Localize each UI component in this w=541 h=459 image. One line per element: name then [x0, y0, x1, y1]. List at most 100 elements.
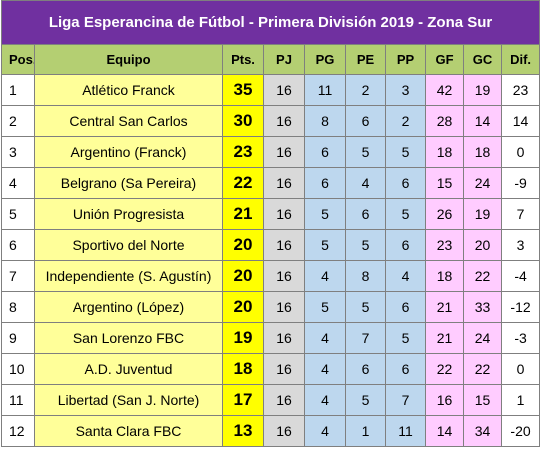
cell-pts: 20: [222, 260, 264, 292]
cell-pp: 5: [385, 136, 426, 168]
cell-pg: 8: [304, 105, 346, 137]
header-pj: PJ: [263, 44, 305, 75]
header-pts: Pts.: [222, 44, 264, 75]
cell-pj: 16: [263, 291, 305, 323]
cell-dif: 0: [500, 353, 541, 385]
cell-pp: 3: [385, 74, 426, 106]
cell-gf: 15: [425, 167, 464, 199]
cell-gf: 18: [425, 260, 464, 292]
cell-pe: 2: [345, 74, 386, 106]
cell-pe: 8: [345, 260, 386, 292]
cell-pj: 16: [263, 384, 305, 416]
cell-pp: 6: [385, 229, 426, 261]
cell-team: San Lorenzo FBC: [34, 322, 223, 354]
header-gf: GF: [425, 44, 464, 75]
cell-pos: 3: [1, 136, 35, 168]
cell-pe: 4: [345, 167, 386, 199]
cell-pe: 7: [345, 322, 386, 354]
cell-pp: 6: [385, 353, 426, 385]
table-row: 8 Argentino (López) 20 16 5 5 6 21 33 -12: [1, 291, 541, 323]
cell-pj: 16: [263, 105, 305, 137]
cell-team: Libertad (San J. Norte): [34, 384, 223, 416]
cell-dif: -4: [500, 260, 541, 292]
cell-pts: 23: [222, 136, 264, 168]
cell-pe: 5: [345, 384, 386, 416]
cell-pj: 16: [263, 260, 305, 292]
cell-pe: 1: [345, 415, 386, 447]
table-row: 3 Argentino (Franck) 23 16 6 5 5 18 18 0: [1, 136, 541, 168]
table-row: 2 Central San Carlos 30 16 8 6 2 28 14 14: [1, 105, 541, 137]
cell-pg: 11: [304, 74, 346, 106]
standings-table: Liga Esperancina de Fútbol - Primera Div…: [0, 0, 541, 447]
cell-gc: 19: [463, 74, 502, 106]
table-row: 12 Santa Clara FBC 13 16 4 1 11 14 34 -20: [1, 415, 541, 447]
cell-gf: 16: [425, 384, 464, 416]
table-row: 11 Libertad (San J. Norte) 17 16 4 5 7 16 15 1: [1, 384, 541, 416]
header-pg: PG: [304, 44, 346, 75]
cell-pp: 11: [385, 415, 426, 447]
cell-gf: 18: [425, 136, 464, 168]
cell-pe: 6: [345, 198, 386, 230]
cell-pts: 22: [222, 167, 264, 199]
cell-pj: 16: [263, 229, 305, 261]
cell-dif: 7: [500, 198, 541, 230]
table-row: 9 San Lorenzo FBC 19 16 4 7 5 21 24 -3: [1, 322, 541, 354]
cell-team: Belgrano (Sa Pereira): [34, 167, 223, 199]
cell-pg: 4: [304, 322, 346, 354]
cell-gf: 22: [425, 353, 464, 385]
cell-gc: 24: [463, 322, 502, 354]
cell-gc: 14: [463, 105, 502, 137]
cell-pos: 5: [1, 198, 35, 230]
cell-pos: 10: [1, 353, 35, 385]
header-team: Equipo: [34, 44, 223, 75]
cell-pp: 4: [385, 260, 426, 292]
header-dif: Dif.: [500, 44, 541, 75]
cell-pg: 4: [304, 384, 346, 416]
cell-dif: 14: [500, 105, 541, 137]
cell-gc: 19: [463, 198, 502, 230]
table-title: Liga Esperancina de Fútbol - Primera Div…: [0, 0, 541, 45]
header-row: Pos. Equipo Pts. PJ PG PE PP GF GC Dif.: [1, 44, 541, 75]
cell-gf: 21: [425, 291, 464, 323]
cell-dif: 0: [500, 136, 541, 168]
cell-pe: 5: [345, 136, 386, 168]
cell-dif: 23: [500, 74, 541, 106]
title-row: Liga Esperancina de Fútbol - Primera Div…: [0, 0, 541, 45]
cell-gc: 22: [463, 260, 502, 292]
cell-pe: 6: [345, 105, 386, 137]
cell-dif: 3: [500, 229, 541, 261]
table-row: 1 Atlético Franck 35 16 11 2 3 42 19 23: [1, 74, 541, 106]
table-row: 7 Independiente (S. Agustín) 20 16 4 8 4 18 22 -4: [1, 260, 541, 292]
table-row: 4 Belgrano (Sa Pereira) 22 16 6 4 6 15 24 -9: [1, 167, 541, 199]
cell-team: Central San Carlos: [34, 105, 223, 137]
cell-team: Sportivo del Norte: [34, 229, 223, 261]
cell-pg: 5: [304, 229, 346, 261]
cell-pts: 20: [222, 291, 264, 323]
cell-gf: 21: [425, 322, 464, 354]
cell-team: Unión Progresista: [34, 198, 223, 230]
table-row: 10 A.D. Juventud 18 16 4 6 6 22 22 0: [1, 353, 541, 385]
cell-team: A.D. Juventud: [34, 353, 223, 385]
cell-team: Independiente (S. Agustín): [34, 260, 223, 292]
cell-gc: 33: [463, 291, 502, 323]
cell-pg: 5: [304, 198, 346, 230]
cell-pts: 20: [222, 229, 264, 261]
cell-pj: 16: [263, 353, 305, 385]
cell-gf: 14: [425, 415, 464, 447]
cell-pj: 16: [263, 136, 305, 168]
header-pe: PE: [345, 44, 386, 75]
cell-pts: 18: [222, 353, 264, 385]
header-pos: Pos.: [1, 44, 35, 75]
cell-pp: 5: [385, 322, 426, 354]
cell-pts: 21: [222, 198, 264, 230]
cell-gc: 34: [463, 415, 502, 447]
cell-pg: 4: [304, 260, 346, 292]
cell-pos: 4: [1, 167, 35, 199]
cell-pg: 5: [304, 291, 346, 323]
cell-pp: 7: [385, 384, 426, 416]
cell-pos: 8: [1, 291, 35, 323]
cell-pts: 13: [222, 415, 264, 447]
cell-pj: 16: [263, 74, 305, 106]
cell-team: Santa Clara FBC: [34, 415, 223, 447]
cell-pg: 6: [304, 167, 346, 199]
